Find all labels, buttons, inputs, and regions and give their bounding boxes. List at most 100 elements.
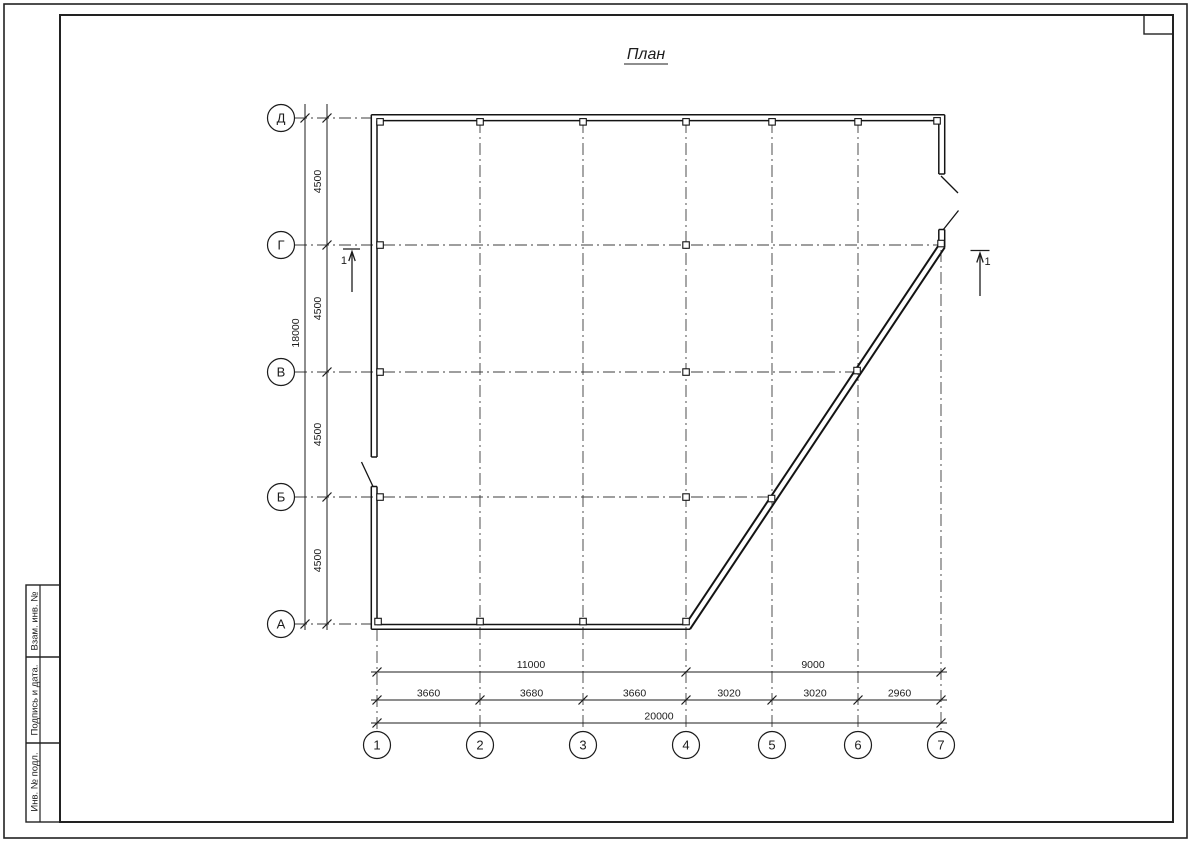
column-square — [854, 118, 862, 126]
wall-diagonal-outer — [689, 246, 946, 630]
side-stamp: Взам. инв. № Подпись и дата. Инв. № подл… — [25, 584, 61, 823]
axis-circle-5 — [757, 730, 787, 760]
dim-tick — [372, 695, 382, 705]
axis-label-2: 2 — [476, 738, 483, 753]
axis-label-d: Д — [277, 111, 286, 126]
column-square — [682, 118, 690, 126]
column-square — [376, 118, 384, 126]
dim-tick — [372, 667, 382, 677]
section-arrow-head — [976, 250, 984, 263]
dim-text-3020-1: 3020 — [717, 688, 741, 700]
column-square — [853, 366, 861, 375]
column-square — [579, 118, 587, 126]
dim-text-11000: 11000 — [517, 659, 546, 671]
dim-text-2960: 2960 — [888, 688, 912, 700]
dim-tick — [936, 718, 946, 728]
row-axis-markers: Д Г В Б А — [266, 103, 296, 639]
sheet-frame — [3, 3, 1188, 839]
column-square — [376, 493, 384, 501]
dim-text-3020-2: 3020 — [803, 688, 827, 700]
column-square — [476, 118, 484, 126]
walls — [360, 114, 960, 630]
axis-circle-7 — [926, 730, 956, 760]
dim-text-20000: 20000 — [644, 711, 673, 723]
axis-label-7: 7 — [937, 738, 944, 753]
dim-tick — [681, 695, 691, 705]
dim-text-3660-1: 3660 — [417, 688, 441, 700]
column-markers — [374, 117, 945, 626]
column-square — [579, 617, 587, 626]
wall-break-right-upper — [940, 175, 959, 194]
dim-text-4500-2: 4500 — [312, 297, 324, 321]
dim-tick — [853, 695, 863, 705]
column-square — [476, 617, 484, 626]
dim-tick — [322, 367, 332, 377]
section-label-left: 1 — [341, 255, 347, 267]
column-square — [767, 494, 776, 503]
column-square — [682, 368, 690, 376]
col-axis-markers: 1 2 3 4 5 6 7 — [362, 730, 956, 760]
column-square — [933, 117, 941, 125]
column-square — [376, 368, 384, 376]
axis-circle-2 — [465, 730, 495, 760]
dim-tick — [475, 695, 485, 705]
dim-text-18000: 18000 — [290, 318, 302, 347]
dim-tick — [767, 695, 777, 705]
doc-number-box — [1143, 14, 1174, 35]
stamp-outline — [25, 584, 61, 823]
section-label-right: 1 — [985, 256, 991, 268]
section-mark-right: 1 — [970, 249, 991, 296]
dim-tick — [936, 667, 946, 677]
axis-label-v: В — [277, 365, 286, 380]
axis-label-a: А — [277, 617, 286, 632]
dim-tick — [936, 695, 946, 705]
wall-break-left — [360, 461, 374, 487]
column-square — [682, 241, 690, 249]
dim-tick — [322, 240, 332, 250]
section-marks: 1 1 — [341, 248, 991, 296]
stamp-label-inv: Инв. № подл. — [30, 752, 41, 811]
dim-text-4500-1: 4500 — [312, 170, 324, 194]
vertical-dimensions: 4500 4500 4500 4500 18000 — [290, 104, 332, 630]
inner-frame — [59, 14, 1174, 823]
axis-circle-d — [266, 103, 296, 133]
dim-tick — [300, 113, 310, 123]
wall-break-right-lower — [942, 210, 960, 231]
dim-text-9000: 9000 — [801, 659, 825, 671]
axis-label-6: 6 — [854, 738, 861, 753]
section-arrow-head — [348, 249, 356, 262]
axis-circle-4 — [671, 730, 701, 760]
axis-circle-1 — [362, 730, 392, 760]
axis-circle-b — [266, 482, 296, 512]
column-square — [376, 241, 384, 249]
drawing-title: План — [624, 46, 668, 65]
dim-text-4500-4: 4500 — [312, 549, 324, 573]
axis-label-g: Г — [277, 238, 284, 253]
stamp-label-vzam: Взам. инв. № — [30, 592, 41, 651]
section-mark-left: 1 — [341, 248, 360, 292]
axis-circle-3 — [568, 730, 598, 760]
axis-label-5: 5 — [768, 738, 775, 753]
dim-tick — [322, 492, 332, 502]
dim-tick — [681, 667, 691, 677]
axis-circle-g — [266, 230, 296, 260]
column-square — [682, 617, 690, 626]
dim-text-3680: 3680 — [520, 688, 544, 700]
axis-circle-6 — [843, 730, 873, 760]
dim-tick — [322, 619, 332, 629]
dim-text-4500-3: 4500 — [312, 423, 324, 447]
title-text: План — [627, 46, 666, 63]
column-square — [768, 118, 776, 126]
column-square — [937, 239, 945, 248]
wall-diagonal-inner — [684, 244, 940, 626]
axis-circle-a — [266, 609, 296, 639]
dim-tick — [322, 113, 332, 123]
stamp-label-podpis: Подпись и дата. — [30, 665, 41, 736]
axis-circle-v — [266, 357, 296, 387]
dim-text-3660-2: 3660 — [623, 688, 647, 700]
dim-tick — [300, 619, 310, 629]
axis-label-3: 3 — [579, 738, 586, 753]
column-square — [374, 617, 382, 626]
